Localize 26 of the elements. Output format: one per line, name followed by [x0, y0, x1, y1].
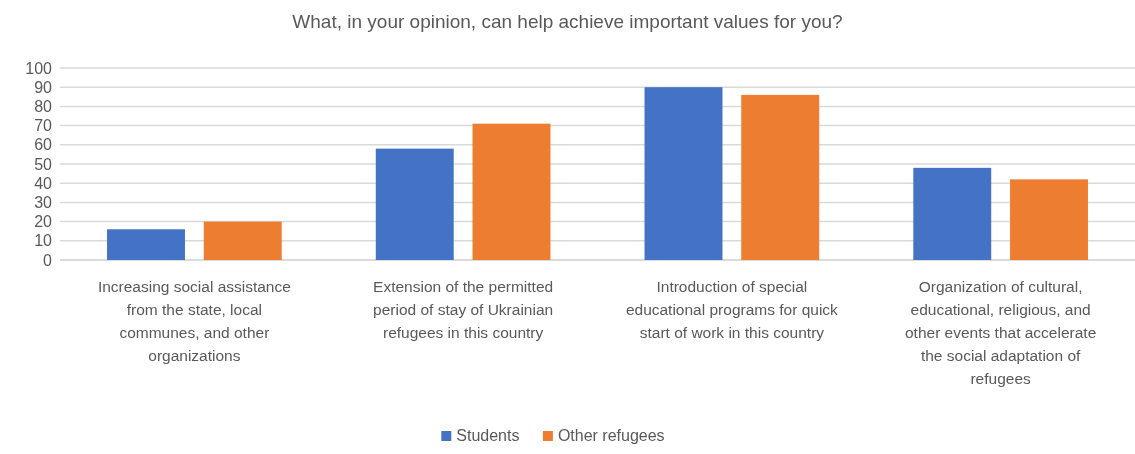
- chart-title: What, in your opinion, can help achieve important values for you?: [292, 11, 843, 32]
- bar: [913, 167, 992, 260]
- x-tick-label: Increasing social assistance from the state, local communes, and other organizations: [97, 278, 291, 364]
- y-tick-label: 100: [25, 59, 53, 77]
- y-tick-label: 20: [34, 213, 53, 231]
- bar: [107, 229, 185, 260]
- legend-label: Other refugees: [557, 427, 665, 444]
- y-tick-label: 80: [34, 98, 53, 115]
- y-tick-label: 40: [34, 174, 53, 192]
- bar: [375, 148, 454, 260]
- y-tick-label: 0: [43, 251, 53, 269]
- bar: [1010, 179, 1088, 260]
- bar: [203, 221, 282, 260]
- y-tick-label: 70: [34, 117, 53, 135]
- y-tick-label: 50: [34, 155, 53, 173]
- bar: [472, 123, 551, 260]
- x-tick-label: Introduction of special educational programs for quick start of work in this country: [625, 278, 839, 341]
- bar: [741, 94, 820, 260]
- legend-label: Students: [456, 427, 520, 444]
- y-tick-label: 10: [34, 232, 53, 250]
- y-tick-label: 30: [34, 194, 53, 211]
- bar: [644, 87, 723, 260]
- y-tick-label: 90: [34, 78, 53, 96]
- x-tick-label: Organization of cultural, educational, religious, and other events that accelerate the social adaptation of refugees: [904, 278, 1097, 387]
- x-tick-label: Extension of the permitted period of stay of Ukrainian refugees in this country: [373, 278, 554, 341]
- y-tick-label: 60: [34, 136, 53, 154]
